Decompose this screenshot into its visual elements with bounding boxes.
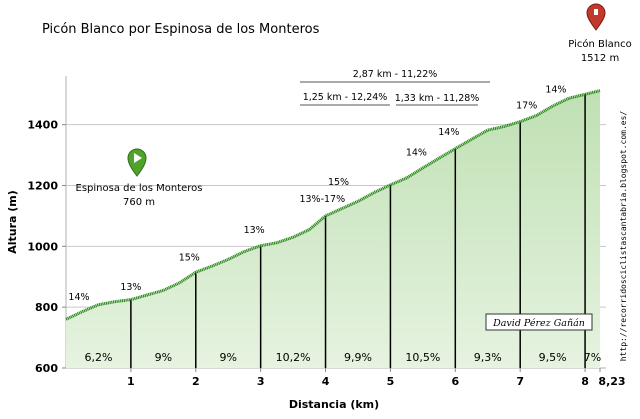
span-a-label: 1,25 km - 12,24% <box>303 92 388 103</box>
start-marker: Espinosa de los Monteros 760 m <box>76 148 203 208</box>
credit-url: http://recorridosciclistascantabria.blog… <box>619 111 628 362</box>
grade-label: 14% <box>406 148 427 159</box>
elevation-area <box>66 90 600 368</box>
segment-grade: 10,2% <box>276 351 311 364</box>
y-tick-label: 800 <box>35 301 58 314</box>
segment-grade: 7% <box>584 351 601 364</box>
summit-name: Picón Blanco <box>568 38 631 50</box>
grade-label: 13%-17% <box>299 194 345 205</box>
y-tick-label: 600 <box>35 362 58 375</box>
y-tick-label: 1000 <box>27 240 58 253</box>
grade-label: 17% <box>516 101 537 112</box>
start-pin-icon <box>127 148 147 177</box>
x-tick-label: 7 <box>516 375 524 388</box>
x-axis-ticks: 1 2 3 4 5 6 7 8 8,23 <box>127 368 626 388</box>
grade-label: 13% <box>120 282 141 293</box>
author-box <box>485 313 593 331</box>
x-tick-label: 6 <box>451 375 459 388</box>
segment-grade: 6,2% <box>84 351 112 364</box>
segment-grade: 9% <box>219 351 236 364</box>
summit-pin-mark-icon <box>594 9 598 15</box>
span-annotations: 2,87 km - 11,22% 1,25 km - 12,24% 1,33 k… <box>300 69 490 106</box>
grade-label: 14% <box>438 127 459 138</box>
y-axis-ticks: 600 800 1000 1200 1400 <box>27 119 66 375</box>
grade-label: 14% <box>68 292 89 303</box>
y-axis-label: Altura (m) <box>6 190 19 254</box>
play-icon <box>134 153 142 163</box>
local-grade-labels: 14% 13% 15% 13% 13%-17% 15% 14% 14% 17% 14% <box>68 85 566 303</box>
x-tick-label: 2 <box>192 375 200 388</box>
x-tick-label: 8 <box>581 375 589 388</box>
segment-grade: 10,5% <box>405 351 440 364</box>
y-tick-label: 1200 <box>27 180 58 193</box>
x-tick-label: 1 <box>127 375 135 388</box>
y-tick-label: 1400 <box>27 119 58 132</box>
segment-grade: 9,3% <box>474 351 502 364</box>
chart-title: Picón Blanco por Espinosa de los Montero… <box>42 22 320 37</box>
summit-marker: Picón Blanco 1512 m <box>568 3 632 64</box>
summit-pin-icon <box>586 3 606 31</box>
author-signature: David Pérez Gañán <box>485 313 593 331</box>
span-total-label: 2,87 km - 11,22% <box>353 69 438 80</box>
x-axis-label: Distancia (km) <box>289 398 379 411</box>
elevation-line <box>65 89 601 321</box>
summit-altitude: 1512 m <box>581 53 619 64</box>
author-name: David Pérez Gañán <box>492 318 585 329</box>
x-tick-label: 8,23 <box>598 375 625 388</box>
start-name: Espinosa de los Monteros <box>76 183 203 194</box>
grade-label: 13% <box>244 225 265 236</box>
grade-label: 15% <box>328 177 349 188</box>
segment-grade: 9% <box>155 351 172 364</box>
span-b-label: 1,33 km - 11,28% <box>395 93 480 104</box>
grade-label: 15% <box>179 253 200 264</box>
segment-grade-labels: 6,2% 9% 9% 10,2% 9,9% 10,5% 9,3% 9,5% 7% <box>84 351 601 364</box>
grade-label: 14% <box>545 85 566 96</box>
x-tick-label: 4 <box>322 375 330 388</box>
segment-grade: 9,5% <box>539 351 567 364</box>
segment-grade: 9,9% <box>344 351 372 364</box>
start-altitude: 760 m <box>123 197 155 208</box>
x-tick-label: 3 <box>257 375 265 388</box>
x-tick-label: 5 <box>387 375 395 388</box>
